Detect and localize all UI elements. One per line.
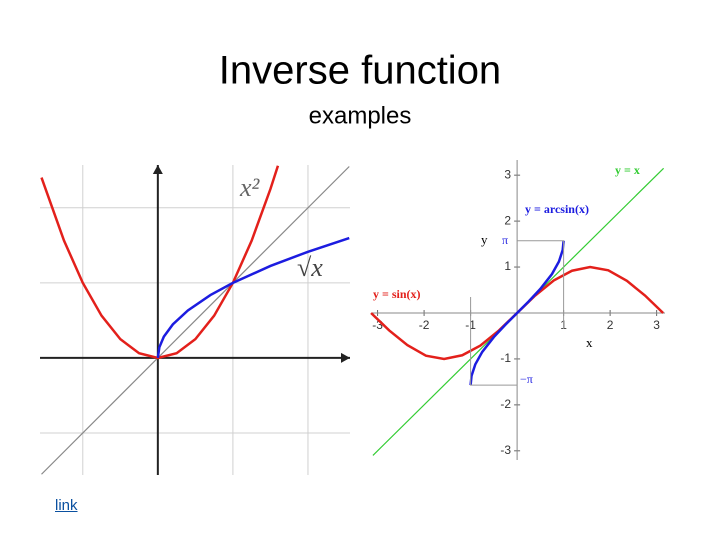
title: Inverse function [219,49,501,93]
annotation: π [502,233,508,247]
axis-arrow [341,352,350,363]
annotation: −π [520,372,533,386]
guide-line [470,296,518,386]
axis-arrow [152,165,163,174]
x-tick-label: 2 [607,318,614,332]
y-tick-label: -1 [500,351,511,365]
subtitle: examples [309,102,412,129]
guide-line [517,240,565,329]
annotation: y = arcsin(x) [525,202,589,216]
y-tick-label: 3 [504,167,511,181]
y-axis-label: y [481,232,488,247]
x-tick-label: -2 [419,318,430,332]
curve [469,240,565,386]
curve [40,165,280,360]
x-tick-label: -3 [372,318,383,332]
x-tick-label: 3 [653,318,660,332]
link[interactable]: link [55,497,78,514]
y-tick-label: -3 [500,443,511,457]
annotation: x² [239,173,261,202]
y-tick-label: 2 [504,213,511,227]
curve [156,236,350,359]
annotation: y = x [615,163,640,177]
annotation: y = sin(x) [373,287,421,301]
y-tick-label: 1 [504,259,511,273]
curve [41,166,350,475]
x-axis-label: x [586,335,593,350]
annotation: √x [297,253,323,282]
y-tick-label: -2 [500,397,511,411]
